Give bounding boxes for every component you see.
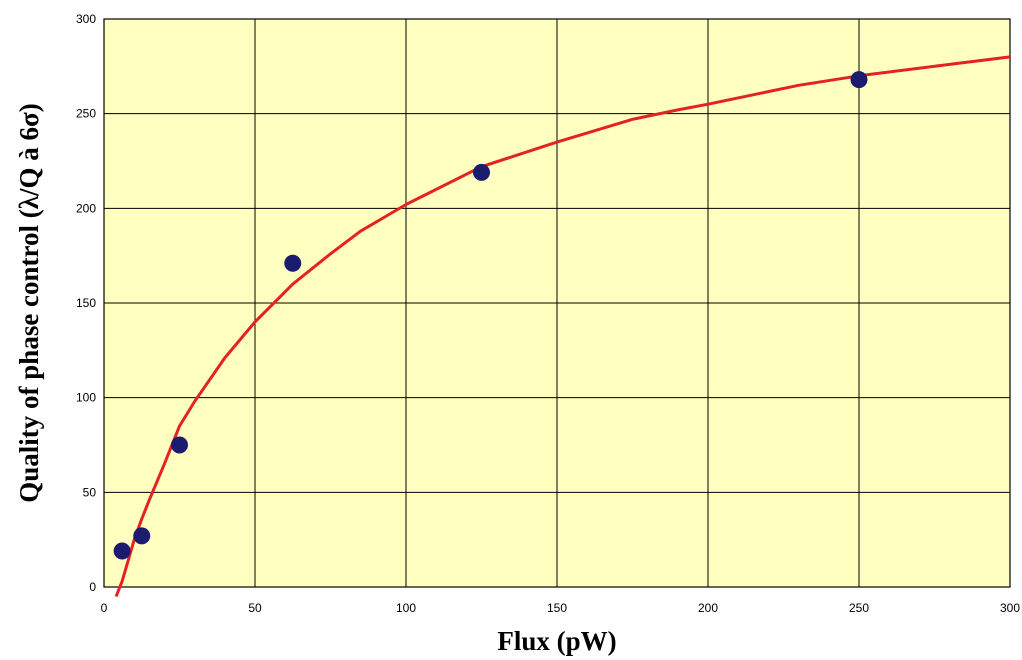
data-point: [473, 163, 490, 181]
data-point: [284, 254, 302, 272]
data-point: [171, 436, 188, 454]
data-points: [113, 71, 868, 560]
x-tick-label: 0: [101, 601, 108, 615]
x-tick-label: 250: [849, 601, 869, 615]
y-tick-label: 0: [89, 580, 96, 594]
data-point: [850, 71, 868, 89]
y-tick-label: 200: [76, 201, 96, 215]
x-tick-label: 50: [248, 601, 262, 615]
y-tick-label: 100: [76, 391, 96, 405]
gridlines: [103, 18, 1011, 588]
y-tick-labels: 0 50 100 150 200 250 300: [76, 12, 96, 594]
x-tick-label: 300: [1000, 601, 1020, 615]
x-tick-label: 200: [698, 601, 718, 615]
data-point: [133, 527, 151, 545]
x-tick-label: 100: [396, 601, 416, 615]
y-tick-label: 150: [76, 296, 96, 310]
plot-border: [103, 18, 1011, 588]
x-tick-label: 150: [547, 601, 567, 615]
y-tick-label: 50: [83, 485, 97, 499]
x-tick-labels: 0 50 100 150 200 250 300: [101, 601, 1021, 615]
y-tick-label: 300: [76, 12, 96, 26]
x-axis-title: Flux (pW): [497, 626, 616, 656]
fit-curve: [114, 55, 1011, 598]
y-tick-label: 250: [76, 107, 96, 121]
data-point: [113, 542, 131, 560]
y-axis-title: Quality of phase control (λ/Q à 6σ): [14, 103, 44, 502]
